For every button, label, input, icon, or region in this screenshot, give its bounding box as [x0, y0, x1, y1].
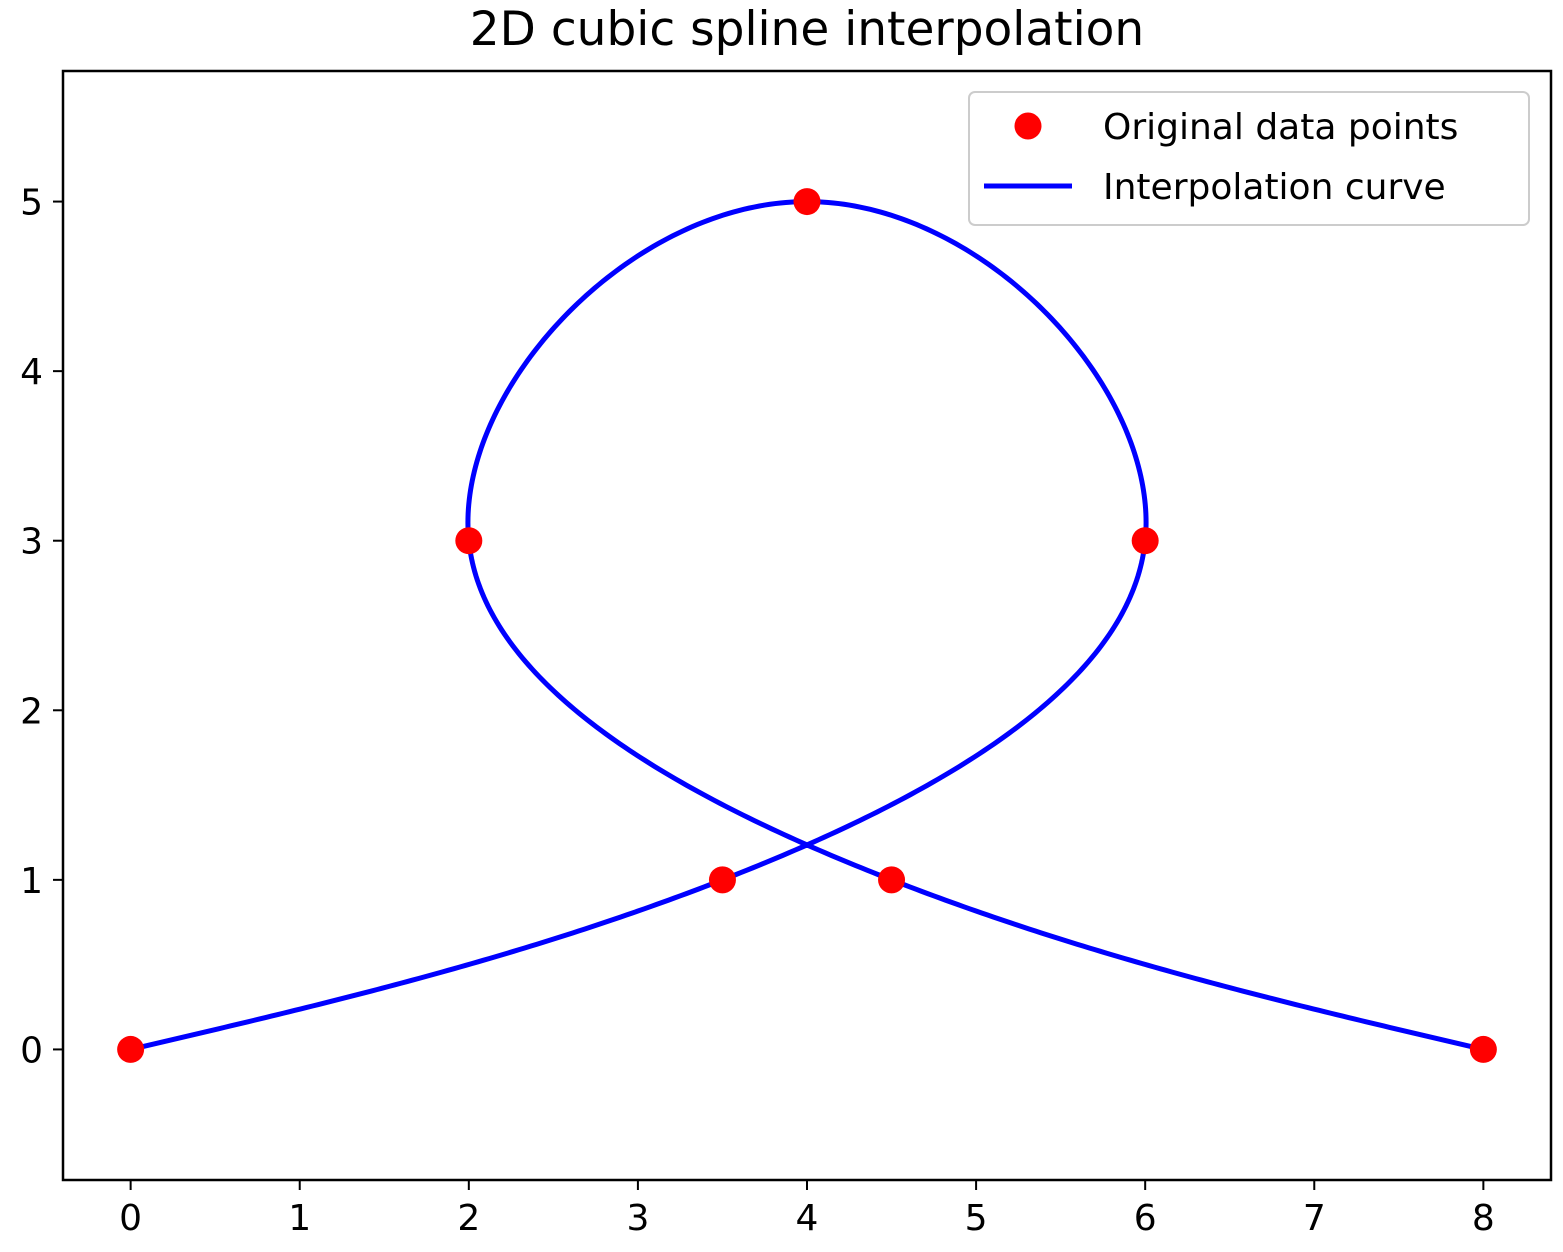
y-tick-label: 0 [20, 1030, 43, 1071]
y-tick-label: 2 [20, 691, 43, 732]
y-tick-label: 4 [20, 352, 43, 393]
data-points-layer [117, 188, 1497, 1063]
legend-box [968, 91, 1530, 226]
data-point [793, 188, 821, 216]
legend-marker-points [1014, 112, 1042, 140]
data-point [455, 527, 483, 555]
x-tick-label: 5 [965, 1198, 988, 1239]
y-tick-label: 3 [20, 522, 43, 563]
x-tick-label: 7 [1303, 1198, 1326, 1239]
x-tick-label: 8 [1472, 1198, 1495, 1239]
y-tick-label: 1 [20, 861, 43, 902]
y-axis-ticks: 0 1 2 3 4 5 [20, 183, 63, 1071]
x-axis-ticks: 0 1 2 3 4 5 6 7 8 [119, 1180, 1495, 1239]
x-tick-label: 0 [119, 1198, 142, 1239]
data-point [708, 866, 736, 894]
interpolation-curve-layer [130, 199, 1484, 1052]
y-tick-label: 5 [20, 183, 43, 224]
x-tick-label: 4 [796, 1198, 819, 1239]
data-point [1469, 1035, 1497, 1063]
x-tick-label: 6 [1134, 1198, 1157, 1239]
x-tick-label: 3 [626, 1198, 649, 1239]
data-point [878, 866, 906, 894]
interpolation-curve [130, 199, 1484, 1052]
legend: Original data points Interpolation curve [968, 91, 1530, 226]
x-tick-label: 2 [457, 1198, 480, 1239]
legend-label-points: Original data points [1103, 107, 1458, 148]
chart-title: 2D cubic spline interpolation [469, 2, 1145, 57]
x-tick-label: 1 [288, 1198, 311, 1239]
legend-label-curve: Interpolation curve [1103, 167, 1446, 208]
data-point [117, 1035, 145, 1063]
data-point [1131, 527, 1159, 555]
